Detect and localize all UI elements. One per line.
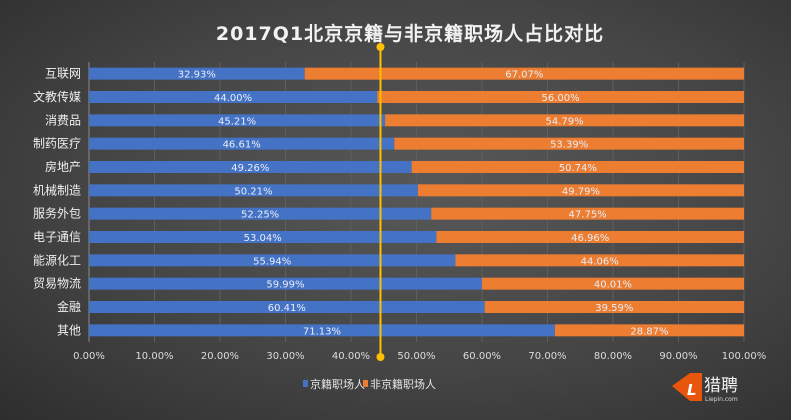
category-label: 贸易物流 [33,277,81,291]
x-tick-label: 70.00% [528,351,566,362]
bar-non-beijing [304,67,744,80]
bar-non-beijing [481,277,744,290]
data-label: 46.61% [223,140,261,151]
data-label: 60.41% [268,303,306,314]
bar-beijing [89,254,456,267]
data-label: 54.79% [545,116,583,127]
data-label: 59.99% [266,280,304,291]
category-label: 其他 [57,323,81,337]
bar-beijing [89,301,485,313]
data-label: 50.21% [234,186,272,197]
category-label: 文教传媒 [33,89,81,104]
category-label: 服务外包 [33,206,81,221]
bar-non-beijing [394,137,744,150]
legend-label: 京籍职场人 [310,377,365,391]
bar-beijing [89,324,555,337]
svg-text:L: L [687,381,697,399]
data-label: 47.75% [569,210,607,221]
reference-line-bottom-dot [376,353,385,361]
legend-swatch-0 [303,380,308,387]
data-label: 44.00% [214,93,252,104]
category-label: 电子通信 [33,230,81,244]
x-tick-label: 10.00% [135,351,173,362]
category-label: 金融 [57,299,81,314]
data-label: 28.87% [630,326,668,337]
category-label: 能源化工 [33,253,81,267]
logo-mark-icon [672,373,702,401]
reference-line-top-dot [376,43,385,51]
data-label: 50.74% [559,163,597,174]
x-tick-label: 100.00% [722,351,767,362]
logo-sub: Liepin.com [705,396,738,403]
data-label: 44.06% [581,256,619,267]
data-label: 52.25% [241,210,279,221]
bar-beijing [89,184,418,197]
bar-non-beijing [455,254,744,267]
data-label: 45.21% [218,116,256,127]
bar-beijing [89,231,437,243]
category-label: 互联网 [45,67,81,81]
category-label: 房地产 [45,159,81,174]
bar-beijing [89,137,395,150]
liepin-logo: L 猎聘 Liepin.com [672,373,738,403]
data-label: 55.94% [253,256,291,267]
bar-non-beijing [411,161,744,173]
legend-swatch-1 [363,380,368,387]
bar-beijing [89,277,482,290]
x-tick-label: 60.00% [463,351,501,362]
data-label: 67.07% [505,70,543,81]
category-label: 机械制造 [33,182,81,197]
bar-non-beijing [431,207,744,220]
bar-non-beijing [417,184,744,197]
bar-non-beijing [484,301,744,313]
legend-label: 非京籍职场人 [370,377,436,391]
data-label: 53.04% [244,233,282,244]
x-tick-label: 90.00% [659,351,697,362]
bar-non-beijing [377,91,744,103]
bar-beijing [89,91,378,103]
chart-title: 2017Q1北京京籍与非京籍职场人占比对比 [216,22,604,45]
data-label: 53.39% [550,140,588,151]
bar-beijing [89,67,305,80]
data-label: 40.01% [594,280,632,291]
data-label: 49.26% [231,163,269,174]
x-tick-label: 50.00% [397,351,435,362]
data-label: 39.59% [595,303,633,314]
category-label: 制药医疗 [33,137,81,151]
bar-beijing [89,114,386,127]
data-label: 49.79% [562,186,600,197]
x-tick-label: 30.00% [266,351,304,362]
bar-non-beijing [385,114,744,127]
data-label: 71.13% [303,326,341,337]
bar-non-beijing [436,231,744,243]
x-tick-label: 80.00% [594,351,632,362]
x-tick-label: 20.00% [201,351,239,362]
x-tick-label: 40.00% [332,351,370,362]
data-label: 56.00% [542,93,580,104]
bar-non-beijing [554,324,744,337]
category-label: 消费品 [45,113,81,127]
logo-text: 猎聘 [704,376,738,396]
data-label: 32.93% [178,70,216,81]
bar-beijing [89,207,432,220]
bar-beijing [89,161,412,173]
x-tick-label: 0.00% [73,351,105,362]
data-label: 46.96% [571,233,609,244]
